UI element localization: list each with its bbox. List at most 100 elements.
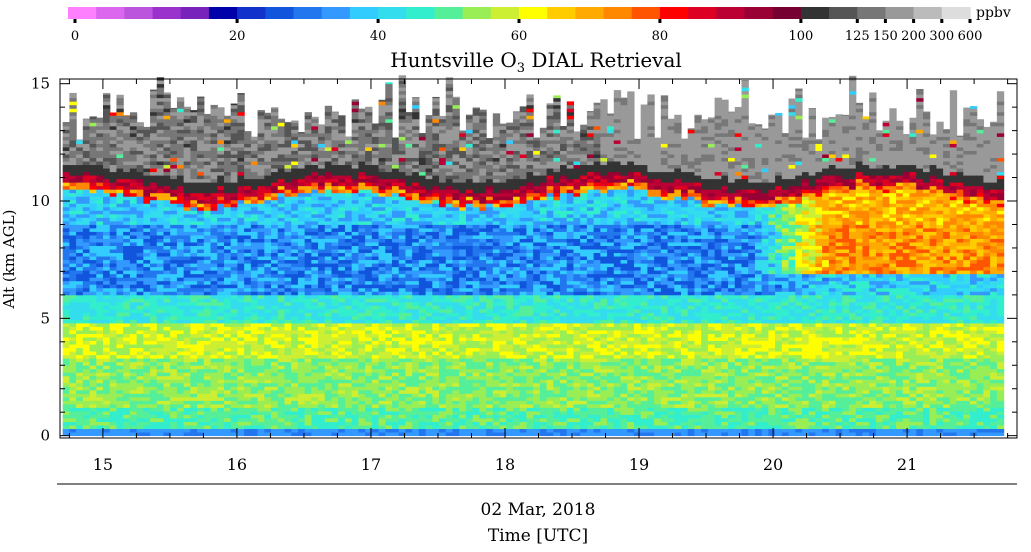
heatmap-cell — [553, 136, 561, 141]
heatmap-cell — [526, 150, 534, 159]
heatmap-cell — [103, 224, 111, 232]
heatmap-cell — [512, 235, 521, 243]
heatmap-cell — [324, 185, 333, 190]
heatmap-cell — [566, 298, 575, 303]
heatmap-cell — [560, 228, 568, 232]
heatmap-cell — [123, 150, 131, 162]
heatmap-cell — [69, 249, 77, 254]
heatmap-cell — [472, 386, 480, 391]
heatmap-cell — [96, 407, 104, 412]
heatmap-cell — [560, 411, 568, 415]
heatmap-cell — [439, 326, 447, 331]
heatmap-cell — [123, 161, 131, 166]
heatmap-cell — [553, 308, 561, 313]
colorbar-swatch — [434, 7, 464, 19]
heatmap-cell — [103, 266, 111, 271]
heatmap-cell — [123, 122, 131, 127]
heatmap-cell — [297, 347, 306, 359]
heatmap-cell — [257, 294, 265, 299]
heatmap-cell — [425, 192, 433, 197]
heatmap-cell — [378, 147, 386, 159]
heatmap-cell — [539, 337, 548, 342]
heatmap-cell — [82, 270, 91, 282]
heatmap-cell — [519, 277, 528, 282]
heatmap-cell — [76, 273, 84, 282]
heatmap-cell — [143, 330, 151, 334]
heatmap-cell — [459, 333, 467, 338]
heatmap-cell — [244, 263, 252, 271]
heatmap-cell — [264, 428, 272, 433]
heatmap-cell — [163, 164, 171, 169]
heatmap-cell — [365, 323, 373, 327]
heatmap-cell — [190, 196, 198, 201]
heatmap-cell — [560, 305, 568, 313]
heatmap-cell — [553, 294, 561, 299]
heatmap-cell — [344, 175, 353, 180]
heatmap-cell — [103, 407, 111, 412]
heatmap-cell — [418, 382, 427, 391]
heatmap-cell — [459, 245, 467, 250]
heatmap-cell — [237, 224, 245, 236]
heatmap-cell — [62, 337, 70, 342]
heatmap-cell — [512, 386, 521, 391]
heatmap-cell — [506, 294, 514, 310]
heatmap-cell — [385, 196, 393, 204]
heatmap-cell — [190, 231, 198, 236]
heatmap-cell — [96, 189, 104, 197]
heatmap-cell — [203, 330, 212, 334]
heatmap-cell — [533, 263, 541, 268]
heatmap-cell — [210, 266, 218, 271]
heatmap-cell — [439, 206, 447, 215]
heatmap-cell — [371, 210, 380, 218]
heatmap-cell — [398, 266, 407, 271]
heatmap-cell — [109, 196, 118, 204]
heatmap-cell — [479, 143, 487, 148]
heatmap-cell — [96, 284, 104, 289]
heatmap-cell — [539, 358, 548, 366]
heatmap-cell — [425, 228, 433, 232]
heatmap-cell — [109, 245, 118, 250]
heatmap-cell — [344, 425, 353, 430]
heatmap-cell — [250, 428, 259, 437]
heatmap-cell — [176, 347, 185, 352]
heatmap-cell — [82, 171, 91, 176]
heatmap-cell — [109, 428, 118, 437]
heatmap-cell — [284, 393, 292, 398]
heatmap-cell — [560, 396, 568, 401]
heatmap-cell — [129, 389, 138, 394]
heatmap-cell — [465, 245, 474, 257]
heatmap-cell — [170, 337, 178, 352]
heatmap-cell — [271, 361, 279, 366]
heatmap-cell — [82, 428, 91, 437]
heatmap-cell — [311, 185, 319, 190]
heatmap-cell — [398, 94, 407, 99]
heatmap-cell — [492, 407, 501, 412]
heatmap-cell — [304, 213, 312, 218]
heatmap-cell — [89, 164, 97, 176]
heatmap-cell — [183, 319, 191, 324]
heatmap-cell — [176, 354, 185, 363]
heatmap-cell — [69, 287, 77, 296]
heatmap-cell — [378, 389, 386, 394]
heatmap-cell — [385, 414, 393, 419]
heatmap-cell — [365, 224, 373, 236]
heatmap-cell — [385, 411, 393, 415]
heatmap-cell — [486, 386, 494, 398]
heatmap-cell — [277, 252, 286, 257]
heatmap-cell — [452, 287, 460, 292]
heatmap-cell — [311, 178, 319, 183]
heatmap-cell — [318, 358, 326, 363]
heatmap-cell — [271, 140, 279, 151]
heatmap-cell — [378, 284, 386, 292]
heatmap-cell — [230, 196, 239, 201]
heatmap-cell — [351, 284, 359, 292]
heatmap-cell — [553, 189, 561, 194]
heatmap-cell — [89, 425, 97, 430]
heatmap-cell — [432, 143, 440, 151]
heatmap-cell — [210, 217, 218, 222]
heatmap-cell — [69, 92, 77, 99]
heatmap-cell — [304, 284, 312, 289]
heatmap-cell — [170, 379, 178, 384]
heatmap-cell — [526, 354, 534, 359]
heatmap-cell — [304, 361, 312, 373]
